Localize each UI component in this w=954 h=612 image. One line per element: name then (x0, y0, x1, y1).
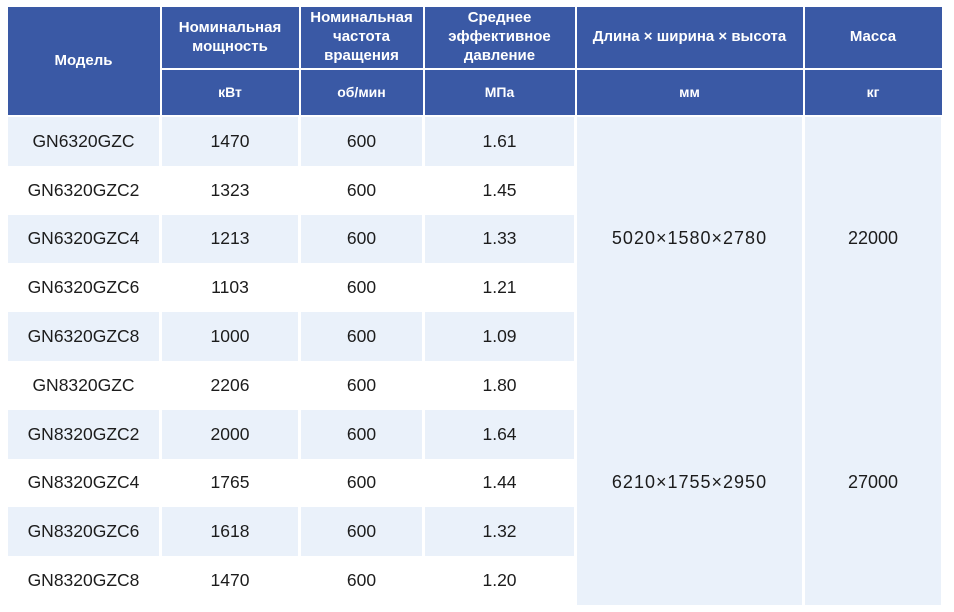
table-row: GN6320GZC 1470 600 1.61 5020×1580×2780 2… (5, 116, 944, 361)
column-header-power: Номинальная мощность (159, 5, 301, 70)
cell-model: GN6320GZC4 (5, 214, 162, 264)
cell-model: GN8320GZC4 (5, 458, 162, 508)
cell-model: GN6320GZC8 (5, 312, 162, 361)
cell-pressure: 1.32 (422, 507, 577, 557)
table-row: GN6320GZC6 1103 600 1.21 (5, 263, 943, 313)
unit-dimensions: мм (574, 68, 805, 117)
cell-power: 1103 (159, 263, 301, 313)
table-row: GN6320GZC2 1323 600 1.45 (5, 165, 943, 215)
cell-pressure: 1.80 (422, 360, 577, 410)
cell-model: GN8320GZC2 (5, 409, 162, 459)
cell-pressure: 1.44 (422, 458, 577, 508)
cell-model: GN8320GZC8 (5, 556, 162, 605)
column-header-pressure: Среднее эффективное давление (422, 5, 577, 70)
cell-power: 1618 (159, 507, 301, 557)
cell-dimensions-group-2: 6210×1755×2950 (574, 360, 805, 605)
cell-speed: 600 (298, 458, 425, 508)
cell-model: GN8320GZC (5, 360, 162, 410)
cell-pressure: 1.61 (422, 116, 577, 166)
cell-speed: 600 (298, 409, 425, 459)
table-row: GN8320GZC4 1765 600 1.44 (5, 458, 943, 508)
cell-speed: 600 (298, 360, 425, 410)
column-header-speed: Номинальная частота вращения (298, 5, 425, 70)
cell-model: GN6320GZC6 (5, 263, 162, 313)
cell-speed: 600 (298, 312, 425, 361)
cell-power: 1470 (159, 116, 301, 166)
table-row: GN8320GZC 2206 600 1.80 6210×1755×2950 2… (5, 360, 944, 605)
cell-model: GN8320GZC6 (5, 507, 162, 557)
cell-power: 1000 (159, 312, 301, 361)
engine-specs-table: Модель Номинальная мощность Номинальная … (5, 5, 944, 605)
header-row-titles: Модель Номинальная мощность Номинальная … (5, 5, 944, 117)
table-row: GN6320GZC8 1000 600 1.09 (5, 312, 943, 361)
cell-pressure: 1.21 (422, 263, 577, 313)
cell-power: 1765 (159, 458, 301, 508)
table-body: GN6320GZC 1470 600 1.61 5020×1580×2780 2… (5, 116, 944, 605)
cell-speed: 600 (298, 116, 425, 166)
cell-pressure: 1.33 (422, 214, 577, 264)
table-header: Модель Номинальная мощность Номинальная … (5, 5, 944, 117)
column-header-mass: Масса (802, 5, 944, 70)
cell-pressure: 1.09 (422, 312, 577, 361)
table-row: GN6320GZC4 1213 600 1.33 (5, 214, 943, 264)
cell-power: 1470 (159, 556, 301, 605)
table-row: GN8320GZC6 1618 600 1.32 (5, 507, 943, 557)
unit-speed: об/мин (298, 68, 425, 117)
cell-speed: 600 (298, 556, 425, 605)
cell-mass-group-1: 22000 (802, 116, 944, 361)
header-row-units: кВт об/мин МПа мм кг (7, 68, 944, 117)
table-row: GN8320GZC8 1470 600 1.20 (5, 556, 943, 605)
unit-power: кВт (159, 68, 301, 117)
cell-mass-group-2: 27000 (802, 360, 944, 605)
column-header-model: Модель (5, 5, 162, 117)
cell-speed: 600 (298, 165, 425, 215)
cell-speed: 600 (298, 214, 425, 264)
cell-dimensions-group-1: 5020×1580×2780 (574, 116, 805, 361)
cell-power: 1323 (159, 165, 301, 215)
cell-power: 2000 (159, 409, 301, 459)
cell-pressure: 1.20 (422, 556, 577, 605)
table-row: GN8320GZC2 2000 600 1.64 (5, 409, 943, 459)
cell-speed: 600 (298, 507, 425, 557)
unit-mass: кг (802, 68, 944, 117)
cell-model: GN6320GZC2 (5, 165, 162, 215)
cell-power: 1213 (159, 214, 301, 264)
unit-pressure: МПа (422, 68, 577, 117)
cell-pressure: 1.64 (422, 409, 577, 459)
column-header-dimensions: Длина × ширина × высота (574, 5, 805, 70)
cell-model: GN6320GZC (5, 116, 162, 166)
cell-power: 2206 (159, 360, 301, 410)
cell-speed: 600 (298, 263, 425, 313)
cell-pressure: 1.45 (422, 165, 577, 215)
